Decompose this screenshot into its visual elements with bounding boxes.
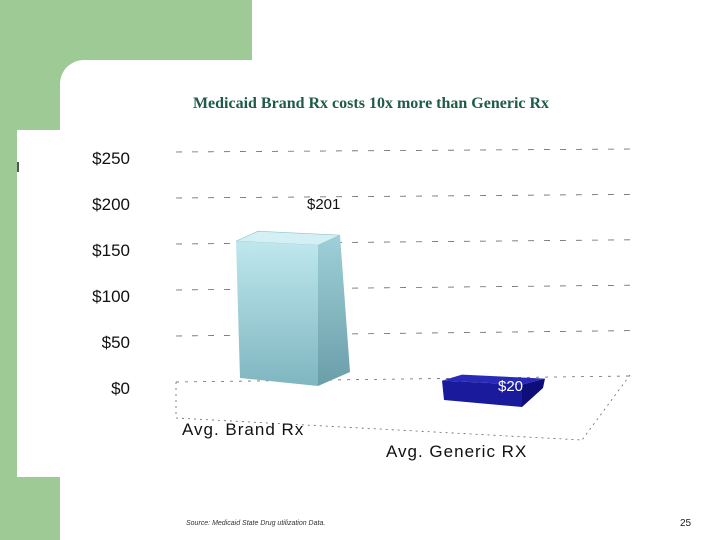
page-number: 25 (680, 518, 692, 529)
data-label-generic: $20 (498, 378, 523, 395)
bar-top-generic (442, 374, 545, 385)
x-category-label: Avg. Generic RX (386, 442, 527, 461)
floor-edge-right (581, 374, 631, 441)
y-tick-label: $200 (92, 195, 130, 214)
bar-side-brand (318, 235, 350, 386)
gridlines (175, 148, 631, 441)
chart-frame-edge (17, 130, 77, 477)
y-tick-label: $50 (102, 333, 130, 352)
gridline (175, 330, 631, 337)
y-tick-label: $150 (92, 241, 130, 260)
x-axis-categories: Avg. Brand Rx Avg. Generic RX (182, 420, 527, 461)
data-labels: $201 $20 (307, 196, 523, 395)
y-tick-label: $0 (111, 379, 130, 398)
frame-tick-mark (17, 162, 19, 172)
x-category-label: Avg. Brand Rx (182, 420, 304, 439)
gridline (175, 284, 631, 291)
gridline (175, 148, 631, 153)
bar-brand (236, 241, 318, 386)
bar-side-generic (522, 378, 545, 407)
y-tick-label: $100 (92, 287, 130, 306)
data-label-brand: $201 (307, 196, 340, 213)
floor-edge-front (175, 417, 583, 441)
gridline (175, 375, 631, 383)
bars (235, 230, 545, 407)
source-note: Source: Medicaid State Drug utilization … (186, 520, 326, 527)
chart-title: Medicaid Brand Rx costs 10x more than Ge… (192, 95, 550, 112)
gridline (175, 239, 631, 245)
y-axis-ticks: $0 $50 $100 $150 $200 $250 (92, 149, 130, 398)
slide-content-area (60, 60, 720, 540)
gridline (175, 194, 631, 199)
bar-generic (442, 380, 522, 407)
y-tick-label: $250 (92, 149, 130, 168)
